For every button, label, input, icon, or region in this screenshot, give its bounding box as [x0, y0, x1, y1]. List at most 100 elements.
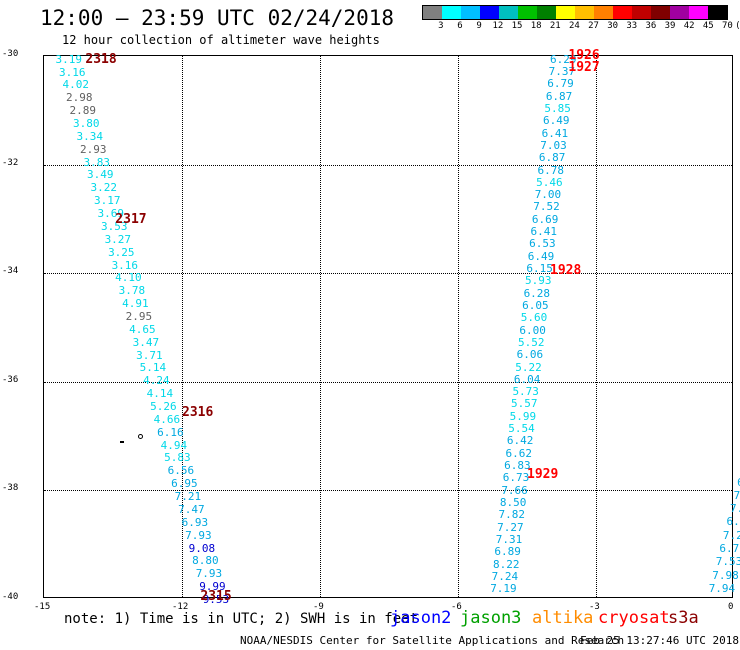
- legend-jason3: jason3: [460, 608, 522, 628]
- longitude-tick-label: -9: [313, 602, 324, 612]
- longitude-tick-label: -15: [34, 602, 51, 612]
- latitude-gridline: [44, 273, 732, 275]
- legend-altika: altika: [532, 608, 594, 628]
- swh-value: 6.62: [505, 446, 532, 460]
- swh-value: 6.05: [522, 298, 549, 312]
- longitude-tick-label: -6: [451, 602, 462, 612]
- color-swatch: [670, 6, 689, 19]
- page-subtitle: 12 hour collection of altimeter wave hei…: [62, 33, 380, 47]
- latitude-tick-label: -40: [2, 592, 19, 602]
- swh-value: 6.00: [519, 323, 546, 337]
- color-scale-label: 42: [683, 21, 695, 31]
- swh-value: 3.49: [87, 168, 114, 182]
- swh-value: 8.50: [499, 495, 527, 509]
- swh-value: 3.80: [73, 117, 100, 131]
- color-swatch: [708, 6, 727, 19]
- longitude-gridline: [458, 56, 459, 597]
- legend-cryosat: cryosat: [598, 608, 670, 628]
- swh-value: 4.94: [160, 438, 188, 452]
- swh-value: 3.16: [111, 258, 139, 272]
- swh-value: 5.83: [164, 451, 191, 465]
- swh-value: 2.98: [66, 91, 93, 105]
- swh-value: 7.52: [533, 200, 560, 214]
- swh-value: 3.16: [59, 65, 86, 79]
- pass-time-label: 1926: [568, 47, 600, 63]
- swh-value: 6.29: [550, 52, 577, 66]
- swh-value: 6.06: [516, 348, 544, 362]
- swh-value: 7.00: [534, 188, 562, 202]
- color-scale-label: 9: [476, 21, 482, 31]
- swh-value: 5.46: [536, 175, 563, 189]
- swh-value: 4.65: [129, 322, 156, 336]
- latitude-tick-label: -30: [2, 49, 19, 59]
- color-swatch: [632, 6, 651, 19]
- swh-value: 6.71: [719, 542, 740, 556]
- color-scale-label: (ft): [735, 21, 740, 31]
- pass-time-label: 1929: [527, 467, 559, 483]
- swh-value: 4.66: [153, 412, 181, 426]
- pass-time-label: 2315: [200, 589, 232, 605]
- swh-value: 7.20: [722, 528, 740, 542]
- swh-value: 6.49: [527, 249, 555, 263]
- swh-value: 6.9: [737, 476, 740, 489]
- swh-value: 7.31: [495, 532, 523, 546]
- swh-value: 6.87: [545, 89, 573, 103]
- longitude-tick-label: -12: [172, 602, 189, 612]
- swh-value: 6.41: [541, 126, 569, 140]
- color-scale-label: 27: [588, 21, 599, 31]
- color-scale-label: 45: [702, 21, 714, 31]
- swh-value: 5.52: [518, 335, 545, 349]
- swh-value: 3.71: [136, 348, 163, 362]
- swh-value: 8.80: [192, 554, 219, 568]
- swh-value: 6.78: [537, 163, 564, 177]
- swh-value: 6.42: [506, 434, 534, 448]
- swh-value: 6.83: [504, 459, 531, 473]
- swh-value: 3.19: [55, 52, 83, 66]
- color-scale-label: 18: [530, 21, 542, 31]
- color-swatch: [442, 6, 461, 19]
- swh-value: 2.93: [80, 142, 107, 156]
- color-scale-label: 24: [569, 21, 580, 31]
- longitude-tick-label: 0: [728, 602, 734, 612]
- swh-value: 6.15: [526, 262, 553, 276]
- color-scale-label: 15: [511, 21, 523, 31]
- swh-value: 5.99: [509, 409, 537, 423]
- latitude-gridline: [44, 381, 732, 383]
- color-scale-label: 39: [664, 21, 676, 31]
- color-swatch: [651, 6, 670, 19]
- swh-value: 5.85: [544, 101, 571, 115]
- swh-value: 6.16: [157, 425, 184, 439]
- color-swatch: [613, 6, 632, 19]
- pass-time-label: 2316: [182, 404, 214, 420]
- swh-value: 3.78: [118, 284, 146, 298]
- color-swatch: [461, 6, 480, 19]
- legend-s3a: s3a: [668, 608, 699, 628]
- cursor-marker: [120, 441, 124, 443]
- swh-value: 5.54: [508, 422, 535, 436]
- color-swatch: [480, 6, 499, 19]
- swh-value: 7.21: [174, 490, 202, 504]
- swh-value: 3.27: [104, 232, 132, 246]
- swh-value: 7.27: [497, 520, 524, 534]
- swh-value: 3.83: [83, 155, 111, 169]
- swh-value: 7.82: [498, 508, 526, 522]
- swh-value: 6.04: [513, 372, 541, 386]
- page-title: 12:00 – 23:59 UTC 02/24/2018: [40, 6, 395, 30]
- swh-value: 7.47: [178, 502, 205, 516]
- swh-value: 5.60: [520, 311, 548, 325]
- color-swatch: [499, 6, 518, 19]
- latitude-gridline: [44, 164, 732, 166]
- swh-value: 4.10: [115, 271, 142, 285]
- swh-value: 7.03: [540, 138, 567, 152]
- swh-value: 3.53: [101, 219, 128, 233]
- color-scale-label: 3: [438, 21, 444, 31]
- color-scale-label: 36: [645, 21, 657, 31]
- swh-value: 5.22: [515, 360, 542, 374]
- color-swatch: [689, 6, 708, 19]
- swh-value: 6.95: [171, 477, 198, 491]
- swh-value: 7.98: [712, 568, 739, 582]
- swh-value: 6.28: [523, 286, 551, 300]
- swh-value: 7.19: [490, 582, 517, 596]
- color-scale-label: 70: [722, 21, 733, 31]
- swh-value: 3.17: [94, 194, 121, 208]
